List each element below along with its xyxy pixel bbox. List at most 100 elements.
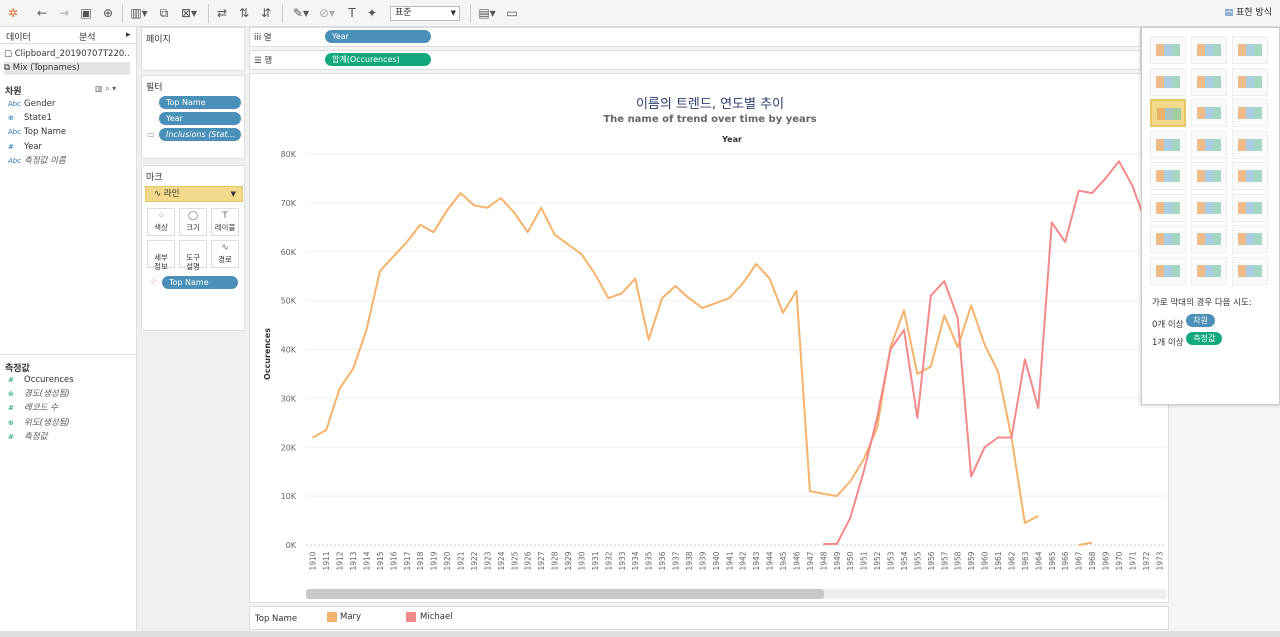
series-line-mary[interactable] bbox=[1078, 541, 1093, 546]
undo-icon[interactable]: ← bbox=[36, 6, 48, 20]
tableau-logo-icon[interactable]: ✲ bbox=[7, 6, 19, 20]
x-tick-label: 1944 bbox=[766, 551, 775, 570]
duplicate-sheet-icon[interactable]: ⧉ bbox=[159, 6, 169, 20]
view-toggle-icon[interactable]: ▥ ⌕ ▾ bbox=[95, 84, 117, 93]
chart-thumbnail-icon bbox=[1238, 138, 1262, 151]
measure-field[interactable]: # Occurences bbox=[8, 374, 74, 387]
datasource-item[interactable]: ▢ Clipboard_20190707T220... bbox=[4, 48, 130, 61]
show-me-chart-type-tile[interactable] bbox=[1150, 99, 1186, 127]
show-me-chart-type-tile[interactable] bbox=[1232, 162, 1268, 190]
dimension-field[interactable]: Abc Gender bbox=[8, 98, 55, 111]
color-button[interactable]: ⁘ 색상 bbox=[147, 208, 175, 236]
color-pill[interactable]: Top Name bbox=[162, 276, 238, 289]
pages-card[interactable]: 페이지 bbox=[141, 27, 245, 71]
show-me-chart-type-tile[interactable] bbox=[1232, 225, 1268, 253]
show-me-chart-type-tile[interactable] bbox=[1150, 162, 1186, 190]
series-line-michael[interactable] bbox=[823, 160, 1147, 545]
show-me-chart-type-tile[interactable] bbox=[1150, 256, 1186, 285]
size-button[interactable]: ◯ 크기 bbox=[179, 208, 207, 236]
field-label: 측정값 이름 bbox=[24, 155, 66, 166]
new-datasource-icon[interactable]: ⊕ bbox=[102, 6, 114, 20]
y-tick-label: 60K bbox=[281, 248, 297, 257]
show-me-chart-type-tile[interactable] bbox=[1191, 130, 1227, 159]
show-me-chart-type-tile[interactable] bbox=[1191, 36, 1227, 64]
presentation-mode-icon[interactable]: ▭ bbox=[506, 6, 518, 20]
rows-pill[interactable]: 합계(Occurences) bbox=[325, 53, 431, 66]
x-tick-label: 1911 bbox=[322, 551, 331, 570]
filter-pill[interactable]: Top Name bbox=[159, 96, 241, 109]
datasource-item[interactable]: ⧉ Mix (Topnames) bbox=[4, 62, 130, 75]
legend-label-michael[interactable]: Michael bbox=[420, 612, 453, 622]
show-me-chart-type-tile[interactable] bbox=[1232, 67, 1268, 96]
x-tick-label: 1914 bbox=[362, 551, 371, 570]
show-me-chart-type-tile[interactable] bbox=[1191, 99, 1227, 127]
columns-pill[interactable]: Year bbox=[325, 30, 431, 43]
show-me-chart-type-tile[interactable] bbox=[1232, 130, 1268, 159]
pin-axes-icon[interactable]: ✦ bbox=[366, 6, 378, 20]
chart-thumbnail-icon bbox=[1157, 108, 1181, 120]
fit-dropdown[interactable]: 표준 ▼ bbox=[390, 6, 460, 21]
tab-menu-icon[interactable]: ▸ bbox=[126, 30, 131, 40]
measure-field[interactable]: # 측정값 bbox=[8, 431, 47, 444]
highlight-icon[interactable]: ✎▾ bbox=[292, 6, 310, 20]
dimension-field[interactable]: Abc 측정값 이름 bbox=[8, 155, 66, 168]
show-me-button[interactable]: ▤ 표현 방식 bbox=[1225, 4, 1272, 23]
measure-field[interactable]: ⊕ 경도(생성됨) bbox=[8, 388, 70, 401]
show-me-chart-type-tile[interactable] bbox=[1150, 225, 1186, 253]
field-type-icon: Abc bbox=[8, 156, 22, 165]
filter-pill[interactable]: Year bbox=[159, 112, 241, 125]
clear-sheet-icon[interactable]: ⊠▾ bbox=[180, 6, 198, 20]
field-type-icon: Abc bbox=[8, 100, 22, 108]
show-me-chart-type-tile[interactable] bbox=[1191, 193, 1227, 222]
show-me-chart-type-tile[interactable] bbox=[1150, 36, 1186, 64]
series-line-mary[interactable] bbox=[312, 192, 1039, 524]
show-me-chart-type-tile[interactable] bbox=[1150, 67, 1186, 96]
chart-thumbnail-icon bbox=[1156, 170, 1180, 182]
label-button[interactable]: T 레이블 bbox=[211, 208, 239, 236]
show-me-chart-type-tile[interactable] bbox=[1191, 162, 1227, 190]
shelves: iii 열 Year ☰ 행 합계(Occurences) bbox=[249, 27, 1141, 71]
detail-button[interactable]: 세부 정보 bbox=[147, 240, 175, 271]
filters-card[interactable]: 필터 Top Name Year ▭ Inclusions (Stat... bbox=[141, 75, 245, 159]
sort-ascending-icon[interactable]: ⇅ bbox=[238, 6, 250, 20]
save-icon[interactable]: ▣ bbox=[80, 6, 92, 20]
measure-field[interactable]: ⊕ 위도(생성됨) bbox=[8, 417, 70, 430]
show-me-chart-type-tile[interactable] bbox=[1191, 225, 1227, 253]
dimension-field[interactable]: ⊕ State1 bbox=[8, 112, 52, 125]
show-cards-icon[interactable]: ▤▾ bbox=[478, 6, 496, 20]
new-sheet-icon[interactable]: ▥▾ bbox=[130, 6, 148, 20]
columns-shelf[interactable]: iii 열 Year bbox=[249, 27, 1141, 47]
show-me-chart-type-tile[interactable] bbox=[1150, 130, 1186, 159]
show-me-chart-type-tile[interactable] bbox=[1191, 67, 1227, 96]
field-label: 레코드 수 bbox=[24, 403, 58, 414]
tooltip-button[interactable]: 도구 설명 bbox=[179, 240, 207, 271]
filter-pill[interactable]: Inclusions (Stat... bbox=[159, 128, 241, 141]
group-members-icon[interactable]: ⊘▾ bbox=[318, 6, 336, 20]
x-tick-label: 1916 bbox=[389, 551, 398, 570]
dimension-field[interactable]: # Year bbox=[8, 141, 42, 154]
scrollbar-thumb[interactable] bbox=[306, 589, 824, 599]
dimension-field[interactable]: Abc Top Name bbox=[8, 126, 66, 139]
x-tick-label: 1971 bbox=[1128, 551, 1137, 570]
tab-analytics[interactable]: 분석 bbox=[79, 33, 96, 43]
show-me-chart-type-tile[interactable] bbox=[1191, 256, 1227, 285]
mark-type-dropdown[interactable]: ∿ 라인 ▼ bbox=[145, 186, 243, 202]
rows-shelf[interactable]: ☰ 행 합계(Occurences) bbox=[249, 50, 1141, 70]
legend-label-mary[interactable]: Mary bbox=[340, 612, 362, 622]
sort-descending-icon[interactable]: ⇵ bbox=[260, 6, 272, 20]
size-label: 크기 bbox=[186, 223, 200, 232]
show-me-chart-type-tile[interactable] bbox=[1232, 256, 1268, 285]
y-tick-label: 50K bbox=[281, 297, 297, 306]
show-me-chart-type-tile[interactable] bbox=[1232, 99, 1268, 127]
toolbar-separator bbox=[208, 4, 209, 23]
measure-field[interactable]: # 레코드 수 bbox=[8, 402, 58, 415]
show-me-chart-type-tile[interactable] bbox=[1232, 36, 1268, 64]
chart-thumbnail-icon bbox=[1238, 264, 1262, 277]
tab-data[interactable]: 데이터 bbox=[6, 33, 31, 43]
show-me-chart-type-tile[interactable] bbox=[1150, 193, 1186, 222]
show-mark-labels-icon[interactable]: T bbox=[348, 6, 356, 20]
redo-icon[interactable]: → bbox=[58, 6, 70, 20]
show-me-chart-type-tile[interactable] bbox=[1232, 193, 1268, 222]
path-button[interactable]: ∿ 경로 bbox=[211, 240, 239, 268]
swap-rows-columns-icon[interactable]: ⇄ bbox=[216, 6, 228, 20]
